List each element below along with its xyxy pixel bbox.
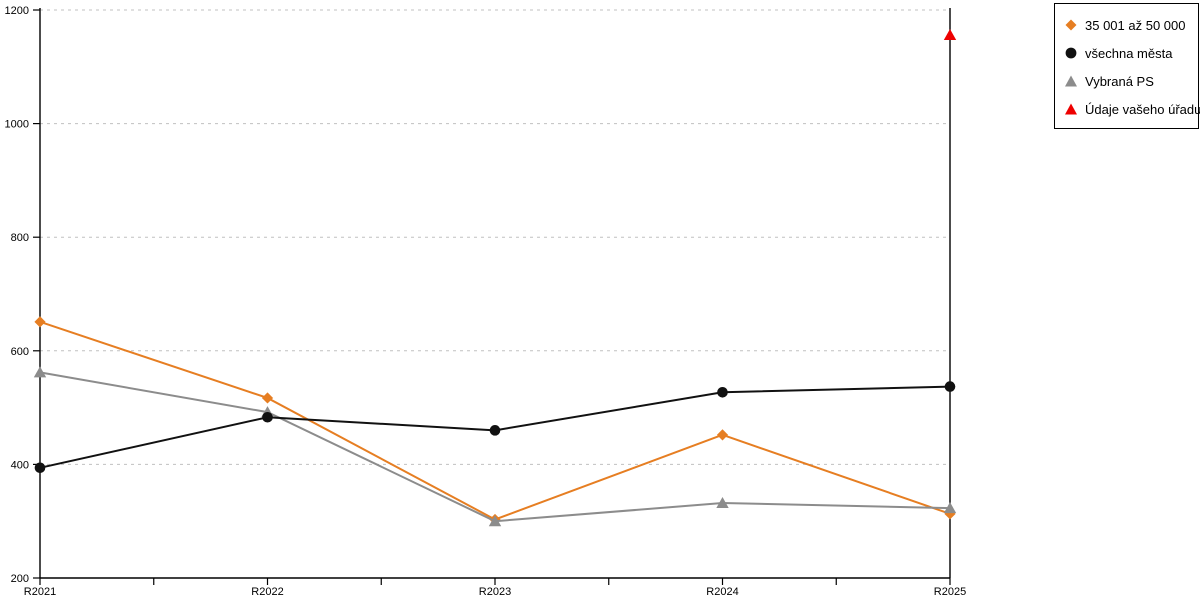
y-tick-label-1200: 1200 (5, 5, 29, 17)
marker-diamond-series0-R2022 (261, 392, 274, 404)
legend-item-35001-az-50000: 35 001 až 50 000 (1064, 11, 1194, 39)
marker-triangle-series2-R2025 (943, 502, 957, 514)
x-tick-label-R2022: R2022 (251, 586, 283, 598)
legend-item-vybrana-ps: Vybraná PS (1064, 67, 1194, 95)
y-tick-label-1000: 1000 (5, 119, 29, 131)
legend-label: 35 001 až 50 000 (1085, 17, 1186, 33)
triangle-icon (1065, 103, 1077, 115)
legend-label: Údaje vašeho úřadu (1085, 101, 1200, 117)
legend-item-udaje-vaseho-uradu: Údaje vašeho úřadu (1064, 95, 1200, 123)
y-tick-label-600: 600 (11, 346, 29, 358)
marker-diamond-series0-R2024 (716, 429, 729, 441)
legend-item-vsechna-mesta: všechna města (1064, 39, 1194, 67)
series-line-0 (39, 320, 951, 521)
legend: 35 001 až 50 000 všechna města Vybraná P… (1054, 3, 1200, 129)
y-tick-label-400: 400 (11, 459, 29, 471)
diamond-icon (1065, 19, 1077, 31)
marker-triangle-series2-R2024 (716, 497, 729, 509)
marker-circle-series1-R2025 (944, 381, 956, 392)
series-line-2 (39, 371, 951, 523)
x-tick-label-R2021: R2021 (24, 586, 56, 598)
circle-icon (1065, 47, 1077, 59)
legend-label: Vybraná PS (1085, 73, 1154, 89)
marker-circle-series1-R2024 (717, 386, 728, 398)
marker-circle-series1-R2021 (34, 462, 46, 474)
triangle-icon (1065, 75, 1077, 87)
marker-triangle-series2-R2021 (33, 366, 47, 378)
y-tick-label-200: 200 (11, 573, 29, 585)
legend-label: všechna města (1085, 45, 1173, 61)
x-tick-label-R2023: R2023 (479, 586, 511, 598)
marker-triangle-series3-R2025 (943, 28, 957, 40)
marker-triangle-series2-R2023 (488, 515, 502, 527)
marker-diamond-series0-R2021 (34, 316, 46, 328)
marker-circle-series1-R2023 (489, 425, 501, 436)
y-tick-label-800: 800 (11, 232, 29, 244)
x-tick-label-R2025: R2025 (934, 586, 966, 598)
marker-circle-series1-R2022 (262, 411, 273, 423)
x-tick-label-R2024: R2024 (706, 586, 738, 598)
